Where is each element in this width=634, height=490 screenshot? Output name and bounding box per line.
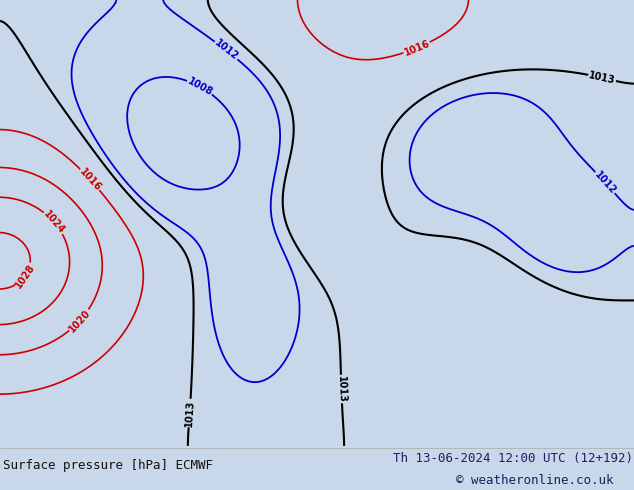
- Text: 1008: 1008: [186, 76, 214, 98]
- Text: 1016: 1016: [77, 166, 103, 193]
- Text: 1012: 1012: [592, 169, 618, 196]
- Text: © weatheronline.co.uk: © weatheronline.co.uk: [456, 474, 614, 487]
- Text: 1013: 1013: [336, 375, 347, 403]
- Text: 1012: 1012: [212, 38, 240, 63]
- Text: Surface pressure [hPa] ECMWF: Surface pressure [hPa] ECMWF: [3, 459, 213, 472]
- Text: 1013: 1013: [184, 399, 195, 427]
- Text: Th 13-06-2024 12:00 UTC (12+192): Th 13-06-2024 12:00 UTC (12+192): [393, 452, 633, 465]
- Text: 1028: 1028: [14, 262, 37, 290]
- Text: 1020: 1020: [67, 307, 93, 334]
- Text: 1024: 1024: [42, 209, 67, 236]
- Text: 1013: 1013: [588, 70, 616, 86]
- Text: 1016: 1016: [403, 38, 431, 58]
